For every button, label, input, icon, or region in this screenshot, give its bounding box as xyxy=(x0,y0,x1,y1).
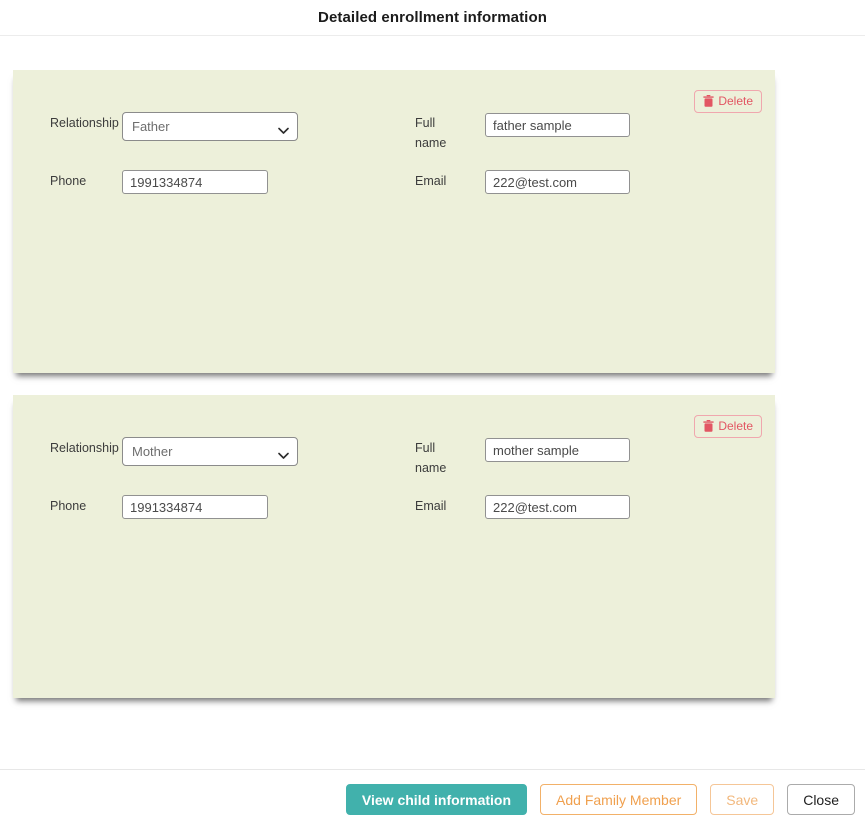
dialog-header: Detailed enrollment information xyxy=(0,0,865,36)
page-title: Detailed enrollment information xyxy=(318,9,547,26)
family-member-card: Delete Relationship Mother Full name Pho… xyxy=(13,395,775,698)
full-name-label: Full name xyxy=(415,116,447,150)
delete-button[interactable]: Delete xyxy=(694,415,762,438)
close-button[interactable]: Close xyxy=(787,784,855,815)
relationship-select[interactable]: Mother xyxy=(122,437,298,466)
delete-button[interactable]: Delete xyxy=(694,90,762,113)
email-label: Email xyxy=(415,174,447,188)
add-family-member-button[interactable]: Add Family Member xyxy=(540,784,698,815)
phone-label: Phone xyxy=(50,499,87,513)
full-name-input[interactable] xyxy=(485,113,630,137)
relationship-select-wrap: Father xyxy=(122,112,298,141)
trash-icon xyxy=(703,420,715,432)
view-child-information-button[interactable]: View child information xyxy=(345,784,528,815)
full-name-input[interactable] xyxy=(485,438,630,462)
family-member-card: Delete Relationship Father Full name Pho… xyxy=(13,70,775,373)
email-input[interactable] xyxy=(485,170,630,194)
relationship-select[interactable]: Father xyxy=(122,112,298,141)
full-name-label: Full name xyxy=(415,441,447,475)
delete-label: Delete xyxy=(718,419,753,433)
relationship-label: Relationship xyxy=(50,441,119,455)
relationship-label: Relationship xyxy=(50,116,119,130)
phone-label: Phone xyxy=(50,174,87,188)
trash-icon xyxy=(703,95,715,107)
phone-input[interactable] xyxy=(122,170,268,194)
email-input[interactable] xyxy=(485,495,630,519)
save-button[interactable]: Save xyxy=(710,784,775,815)
email-label: Email xyxy=(415,499,447,513)
phone-input[interactable] xyxy=(122,495,268,519)
relationship-select-wrap: Mother xyxy=(122,437,298,466)
delete-label: Delete xyxy=(718,94,753,108)
dialog-footer: View child information Add Family Member… xyxy=(0,769,865,815)
